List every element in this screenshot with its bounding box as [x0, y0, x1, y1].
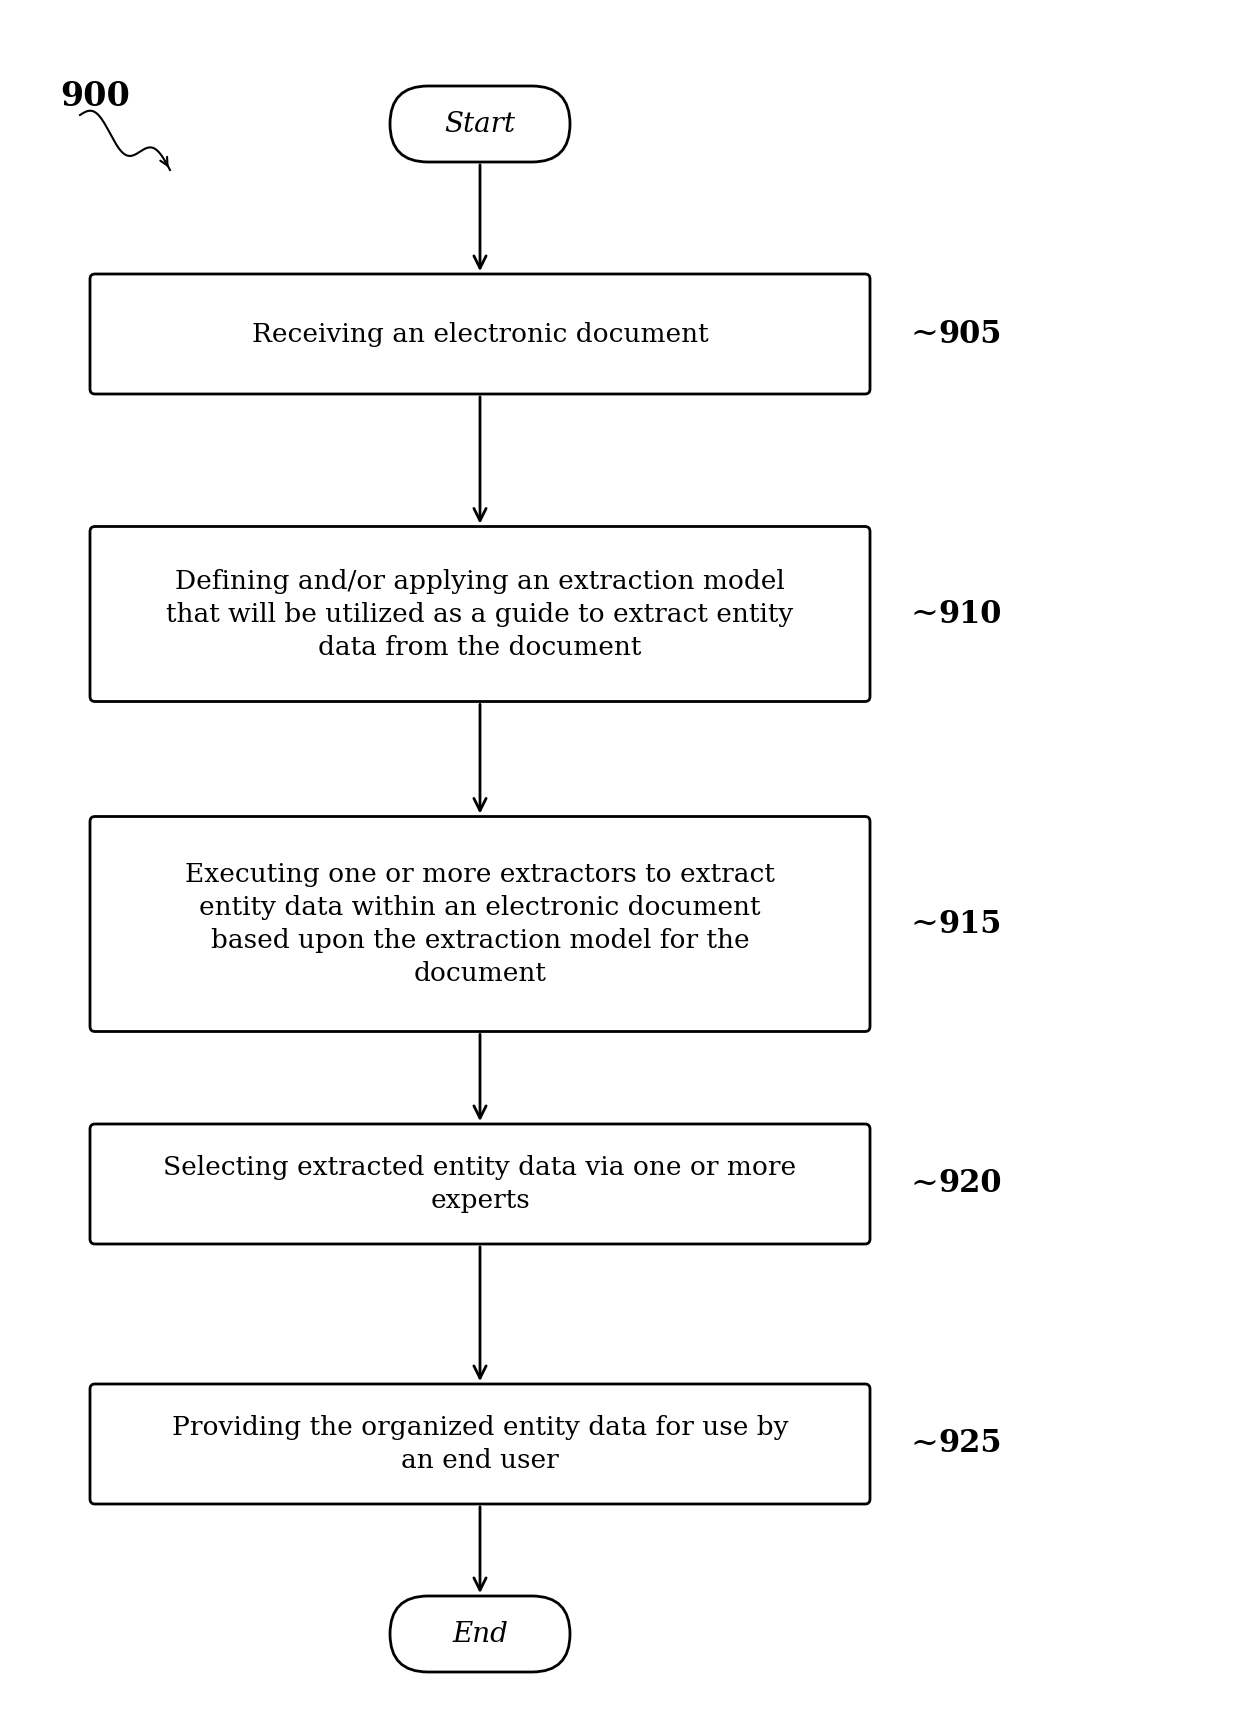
Text: ~: ~	[910, 1167, 937, 1200]
Text: 915: 915	[937, 908, 1002, 939]
Text: Receiving an electronic document: Receiving an electronic document	[252, 322, 708, 346]
FancyBboxPatch shape	[91, 816, 870, 1032]
Text: ~: ~	[910, 1428, 937, 1460]
FancyBboxPatch shape	[91, 1383, 870, 1503]
Text: 910: 910	[937, 598, 1002, 629]
Text: 925: 925	[937, 1428, 1002, 1460]
FancyBboxPatch shape	[391, 86, 570, 163]
Text: ~: ~	[910, 319, 937, 350]
Text: ~: ~	[910, 598, 937, 631]
Text: Executing one or more extractors to extract
entity data within an electronic doc: Executing one or more extractors to extr…	[185, 862, 775, 986]
FancyBboxPatch shape	[91, 274, 870, 394]
Text: End: End	[453, 1620, 508, 1647]
Text: Start: Start	[444, 110, 516, 137]
Text: Providing the organized entity data for use by
an end user: Providing the organized entity data for …	[172, 1416, 789, 1472]
Text: 900: 900	[60, 81, 130, 113]
Text: ~: ~	[910, 908, 937, 939]
FancyBboxPatch shape	[391, 1596, 570, 1671]
Text: Selecting extracted entity data via one or more
experts: Selecting extracted entity data via one …	[164, 1155, 796, 1214]
Text: Defining and/or applying an extraction model
that will be utilized as a guide to: Defining and/or applying an extraction m…	[166, 569, 794, 660]
Text: 905: 905	[937, 319, 1002, 350]
FancyBboxPatch shape	[91, 526, 870, 701]
FancyBboxPatch shape	[91, 1124, 870, 1244]
Text: 920: 920	[937, 1169, 1002, 1200]
